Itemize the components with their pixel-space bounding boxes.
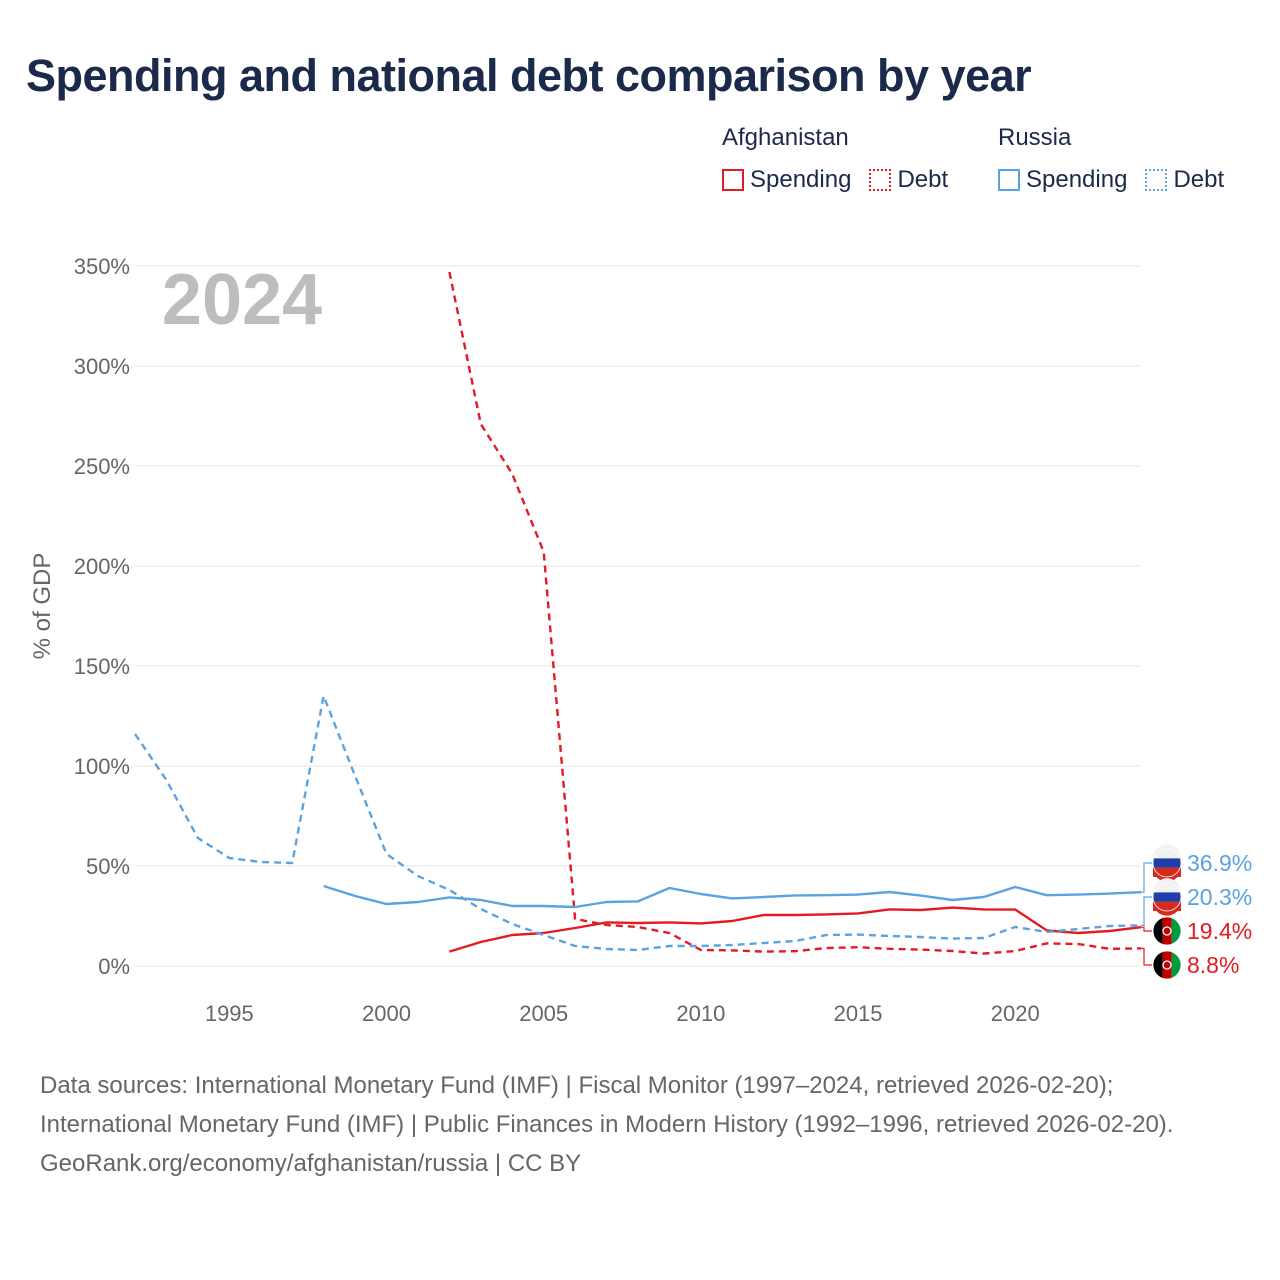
y-tick-label: 250% <box>74 454 130 479</box>
end-value-label: 19.4% <box>1187 918 1252 944</box>
flag-outline <box>1152 916 1182 946</box>
afghanistan-flag-icon <box>1152 916 1182 946</box>
series-line-afghanistan-debt <box>448 271 1142 955</box>
solid-swatch-icon <box>998 169 1020 191</box>
flag-band <box>1171 917 1182 945</box>
y-tick-label: 0% <box>98 954 130 979</box>
x-tick-label: 2020 <box>991 1001 1040 1026</box>
y-tick-label: 150% <box>74 654 130 679</box>
series-line-afghanistan-spending <box>449 906 1142 953</box>
y-tick-label: 200% <box>74 554 130 579</box>
x-tick-label: 2010 <box>676 1001 725 1026</box>
end-value-label: 20.3% <box>1187 884 1252 910</box>
end-value-label: 36.9% <box>1187 850 1252 876</box>
flag-outline <box>1152 950 1182 980</box>
axis-layer: 0% 50% 100% 150% 200% 250% 300% 350% 1995 2000 200… <box>74 254 1040 1026</box>
end-value-label: 8.8% <box>1187 952 1239 978</box>
flag-band <box>1153 901 1181 916</box>
chart-title: Spending and national debt comparison by… <box>26 50 1032 101</box>
legend-label: Debt <box>897 166 949 193</box>
legend-group-russia: Russia Spending Debt <box>998 124 1224 194</box>
flag-emblem <box>1162 960 1172 970</box>
flag-outline <box>1152 882 1182 912</box>
flag-band <box>1153 892 1181 902</box>
flag-band <box>1153 844 1181 859</box>
legend-country-afghanistan: Afghanistan <box>722 124 849 151</box>
y-tick-label: 100% <box>74 754 130 779</box>
y-tick-label: 350% <box>74 254 130 279</box>
end-label-connector <box>1141 947 1152 966</box>
series-line-russia-spending <box>323 884 1142 909</box>
solid-swatch-icon <box>722 169 744 191</box>
x-tick-label: 2000 <box>362 1001 411 1026</box>
y-axis-label: % of GDP <box>29 553 56 660</box>
line-chart: 0% 50% 100% 150% 200% 250% 300% 350% 1995 2000 200… <box>29 254 1252 1026</box>
data-sources: Data sources: International Monetary Fun… <box>40 1072 1174 1138</box>
legend-item-russia-debt[interactable]: Debt <box>1145 166 1224 194</box>
series-line-russia-debt <box>134 694 1142 952</box>
grid-layer <box>135 265 1141 967</box>
legend-item-afghanistan-spending[interactable]: Spending <box>722 166 851 194</box>
y-tick-label: 300% <box>74 354 130 379</box>
y-tick-label: 50% <box>86 854 130 879</box>
credit-link[interactable]: GeoRank.org/economy/afghanistan/russia |… <box>40 1150 582 1177</box>
flag-band <box>1153 858 1181 868</box>
series-layer <box>134 271 1142 955</box>
flag-band <box>1153 878 1181 893</box>
flag-band <box>1153 867 1181 882</box>
year-watermark: 2024 <box>162 260 322 340</box>
flag-band <box>1153 917 1163 945</box>
flag-emblem <box>1162 926 1172 936</box>
flag-band <box>1162 917 1172 945</box>
footer: Data sources: International Monetary Fun… <box>40 1066 1240 1183</box>
flag-band <box>1171 951 1182 979</box>
legend-label: Spending <box>1026 166 1128 193</box>
russia-flag-icon <box>1152 844 1182 882</box>
legend-item-afghanistan-debt[interactable]: Debt <box>869 166 948 194</box>
x-tick-label: 2015 <box>834 1001 883 1026</box>
legend-group-afghanistan: Afghanistan Spending Debt <box>722 124 948 194</box>
flag-band <box>1153 951 1163 979</box>
afghanistan-flag-icon <box>1152 950 1182 980</box>
russia-flag-icon <box>1152 878 1182 916</box>
end-label-connector <box>1141 926 1152 932</box>
flag-band <box>1162 951 1172 979</box>
flag-outline <box>1152 848 1182 878</box>
legend-label: Spending <box>750 166 852 193</box>
end-label-layer: 36.9% 20.3% 19.4% 8.8% <box>1141 844 1252 980</box>
dotted-swatch-icon <box>869 169 892 191</box>
legend-item-russia-spending[interactable]: Spending <box>998 166 1127 194</box>
legend-country-russia: Russia <box>998 124 1072 151</box>
dotted-swatch-icon <box>1145 169 1168 191</box>
x-tick-label: 1995 <box>205 1001 254 1026</box>
end-label-connector <box>1141 862 1152 893</box>
end-label-connector <box>1141 896 1152 927</box>
x-tick-label: 2005 <box>519 1001 568 1026</box>
legend-label: Debt <box>1173 166 1225 193</box>
